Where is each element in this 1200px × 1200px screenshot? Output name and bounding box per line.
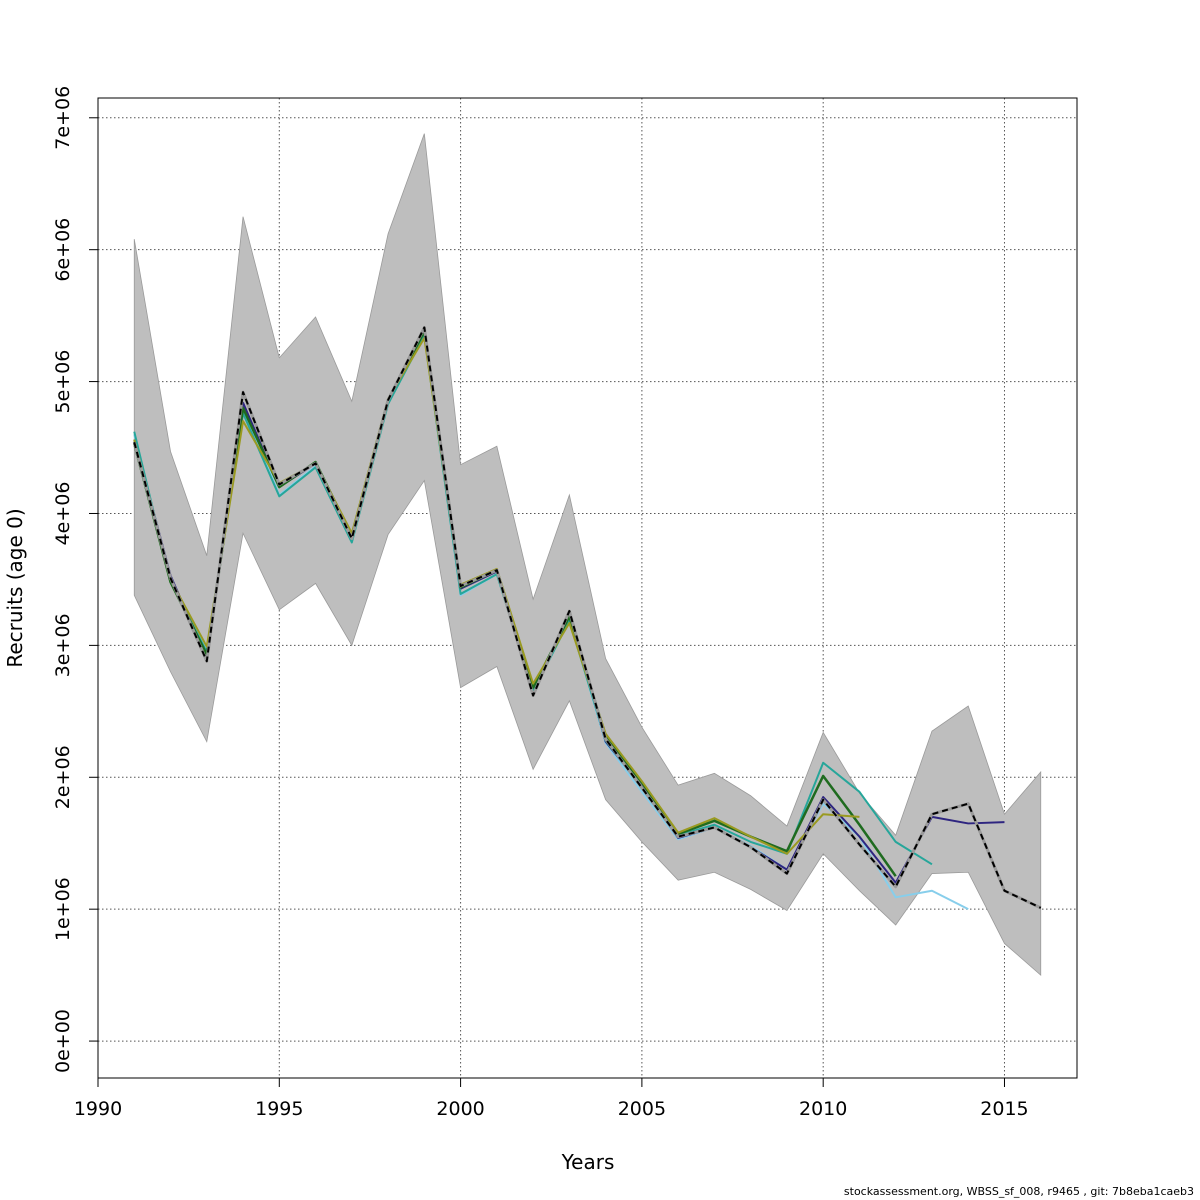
- y-tick-label: 7e+06: [52, 86, 74, 150]
- y-tick-label: 0e+00: [52, 1009, 74, 1073]
- y-tick-label: 6e+06: [52, 218, 74, 282]
- series-lines: [132, 326, 1042, 911]
- y-axis-title: Recruits (age 0): [3, 508, 27, 667]
- y-tick-label: 2e+06: [52, 745, 74, 809]
- x-axis-title: Years: [561, 1150, 615, 1174]
- y-tick-label: 5e+06: [52, 350, 74, 414]
- y-tick-label: 3e+06: [52, 613, 74, 677]
- x-tick-label: 2000: [436, 1098, 484, 1120]
- x-tick-label: 1990: [74, 1098, 122, 1120]
- confidence-band: [133, 133, 1042, 977]
- confidence-band-layer: [133, 133, 1042, 977]
- x-tick-label: 2010: [799, 1098, 847, 1120]
- x-tick-label: 2015: [980, 1098, 1028, 1120]
- x-tick-label: 2005: [618, 1098, 666, 1120]
- x-axis: 1990 1995 2000 2005 2010 2015: [74, 1077, 1029, 1120]
- y-tick-label: 1e+06: [52, 877, 74, 941]
- x-tick-label: 1995: [255, 1098, 303, 1120]
- footer-credit: stockassessment.org, WBSS_sf_008, r9465 …: [843, 1185, 1194, 1198]
- y-axis: 0e+00 1e+06 2e+06 3e+06 4e+06 5e+06 6e+06 7e+06: [52, 86, 99, 1073]
- y-tick-label: 4e+06: [52, 482, 74, 546]
- series-line-5: [133, 326, 1042, 909]
